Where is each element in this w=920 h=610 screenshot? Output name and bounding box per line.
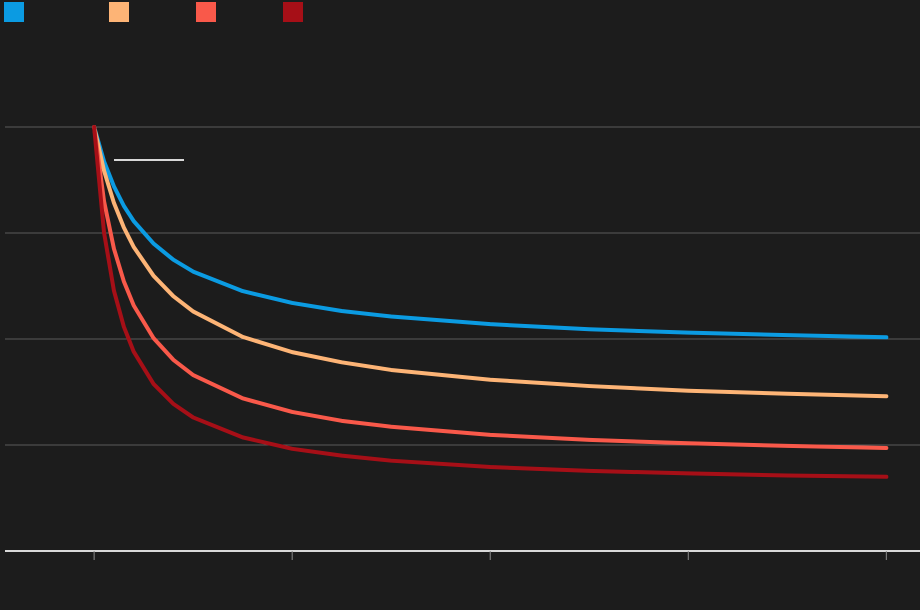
legend-swatch (4, 2, 24, 22)
legend-swatch (109, 2, 129, 22)
series-line (92, 125, 889, 479)
series-line (92, 125, 889, 399)
legend-swatch (196, 2, 216, 22)
legend-swatch (283, 2, 303, 22)
series-line (92, 125, 889, 450)
series-line (92, 125, 889, 340)
